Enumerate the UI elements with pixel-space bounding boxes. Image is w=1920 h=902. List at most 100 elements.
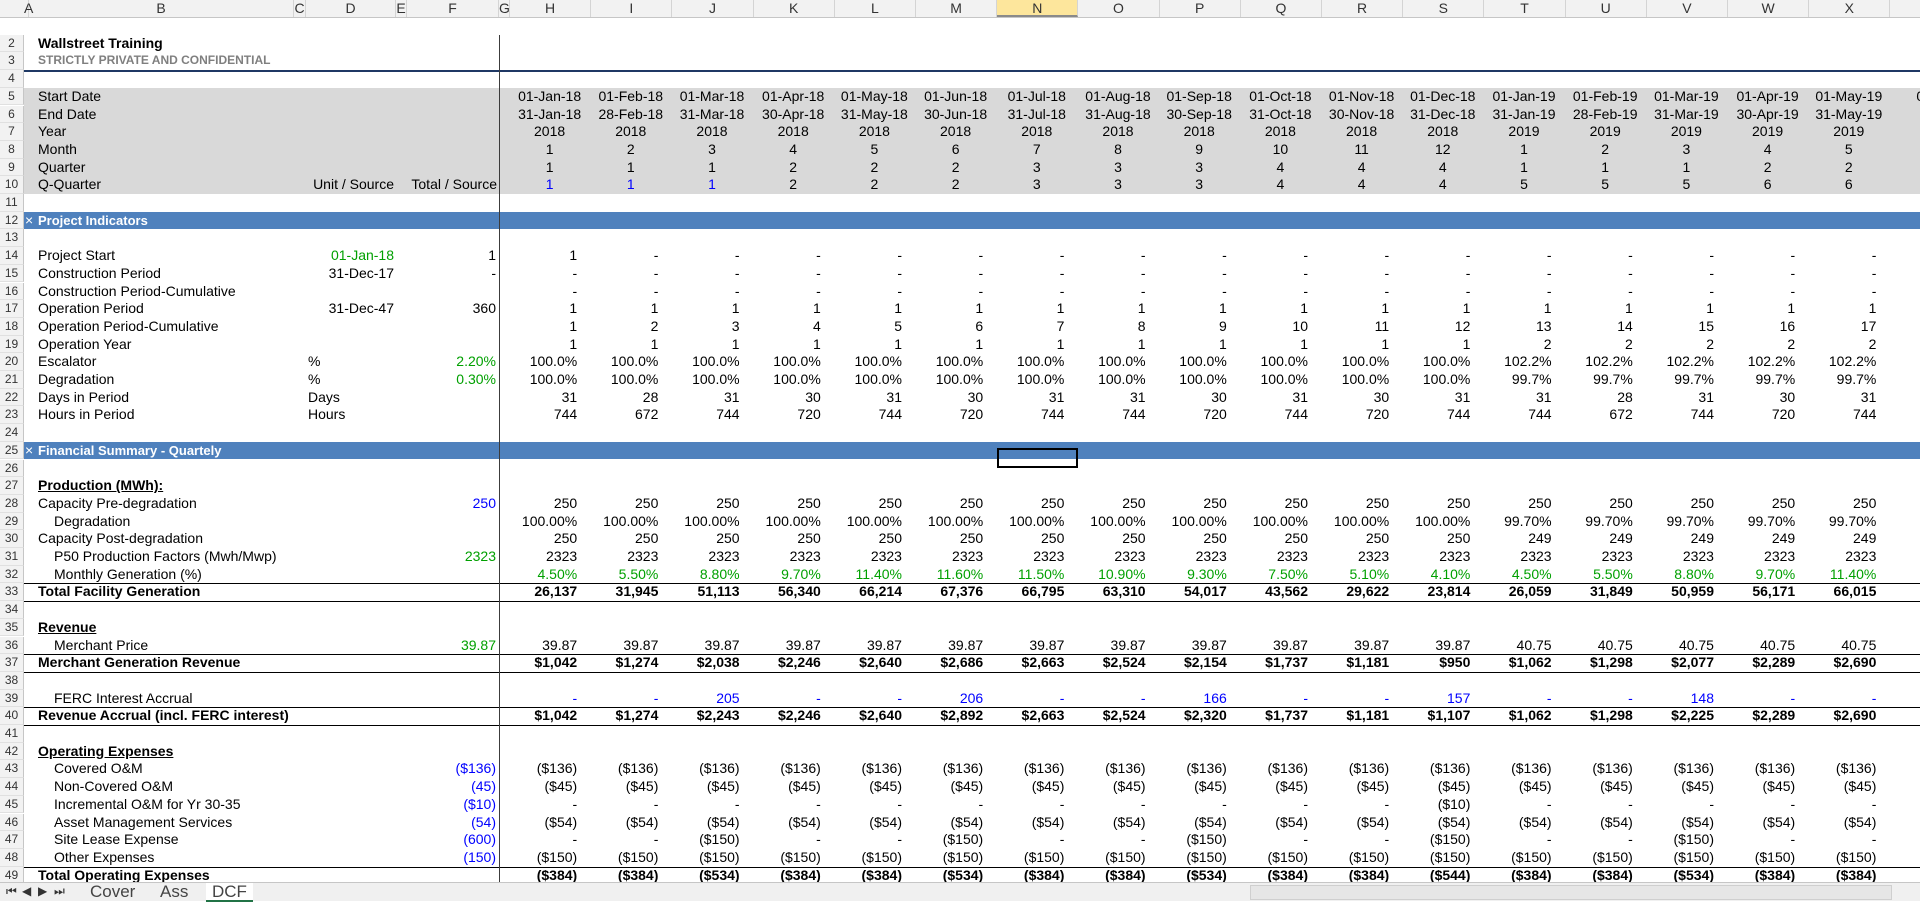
timeline-cell[interactable]: 6 bbox=[951, 140, 960, 157]
indicator-value[interactable]: - bbox=[1222, 247, 1227, 264]
production-value[interactable]: 5.10% bbox=[1349, 565, 1390, 582]
timeline-cell[interactable]: 30- bbox=[1890, 106, 1920, 124]
opex-value[interactable]: ($136) bbox=[1754, 760, 1796, 777]
indicator-value[interactable]: 100.0% bbox=[1260, 371, 1308, 387]
indicator-value[interactable]: 100.0% bbox=[1016, 353, 1065, 370]
timeline-cell[interactable]: 31-Dec-18 bbox=[1410, 105, 1476, 122]
indicator-value[interactable]: - bbox=[572, 282, 578, 299]
timeline-cell[interactable]: 30-Nov-18 bbox=[1328, 105, 1395, 122]
revenue-value[interactable]: 39.87 bbox=[785, 636, 821, 653]
production-value[interactable]: 67,376 bbox=[940, 583, 984, 600]
opex-input[interactable]: (54) bbox=[471, 813, 496, 830]
opex-value[interactable]: ($150) bbox=[1511, 848, 1552, 865]
opex-value[interactable]: ($384) bbox=[1348, 866, 1390, 882]
opex-value[interactable]: ($45) bbox=[544, 778, 578, 795]
production-value[interactable]: 99.70% bbox=[1828, 512, 1877, 529]
timeline-cell[interactable]: 7 bbox=[1032, 140, 1041, 157]
revenue-value[interactable]: $2,225 bbox=[1671, 707, 1714, 724]
production-value[interactable]: 250 bbox=[1122, 530, 1146, 547]
production-value[interactable]: 2323 bbox=[546, 548, 578, 564]
production-value[interactable]: 26,059 bbox=[1508, 583, 1552, 600]
indicator-value[interactable]: 102.2% bbox=[1504, 353, 1552, 370]
indicator-value[interactable]: 30 bbox=[1211, 388, 1227, 405]
ferc-value[interactable]: - bbox=[1628, 689, 1633, 706]
opex-value[interactable]: - bbox=[1384, 795, 1390, 812]
timeline-cell[interactable] bbox=[1890, 123, 1920, 141]
revenue-value[interactable]: 40.75 bbox=[1760, 636, 1796, 653]
indicator-value[interactable]: 720 bbox=[1771, 406, 1796, 423]
production-value[interactable]: 11.40% bbox=[855, 565, 902, 582]
opex-value[interactable]: ($136) bbox=[1023, 760, 1065, 777]
indicator-value[interactable]: 100.0% bbox=[1098, 353, 1146, 370]
opex-value[interactable]: ($150) bbox=[1429, 831, 1471, 848]
row-header[interactable]: 27 bbox=[0, 477, 24, 495]
revenue-value[interactable]: $1,062 bbox=[1508, 707, 1552, 724]
production-value[interactable]: 250 bbox=[1447, 494, 1471, 511]
opex-value[interactable]: - bbox=[1628, 831, 1633, 848]
opex-value[interactable]: - bbox=[1871, 831, 1877, 848]
production-value[interactable]: 99.70% bbox=[1666, 512, 1714, 529]
indicator-value[interactable]: 1 bbox=[812, 300, 821, 317]
production-value[interactable]: 249 bbox=[1609, 530, 1633, 547]
production-value[interactable]: 99.70% bbox=[1504, 512, 1552, 529]
revenue-value[interactable]: $1,737 bbox=[1265, 707, 1308, 724]
ferc-value[interactable]: 206 bbox=[959, 689, 984, 706]
production-value[interactable]: 11.60% bbox=[936, 565, 984, 582]
indicator-value[interactable]: 3 bbox=[731, 317, 740, 334]
indicator-value[interactable]: 31 bbox=[1048, 388, 1065, 405]
column-header-q[interactable]: Q bbox=[1241, 0, 1322, 17]
indicator-value[interactable]: 13 bbox=[1536, 317, 1552, 334]
column-header-u[interactable]: U bbox=[1566, 0, 1647, 17]
opex-value[interactable]: ($45) bbox=[1518, 778, 1552, 795]
row-header[interactable]: 47 bbox=[0, 831, 24, 849]
production-value[interactable]: 250 bbox=[878, 494, 902, 511]
indicator-value[interactable]: 30 bbox=[967, 388, 984, 405]
production-value[interactable]: 250 bbox=[635, 494, 659, 511]
indicator-value[interactable]: 2 bbox=[1787, 335, 1796, 352]
opex-value[interactable]: ($384) bbox=[1754, 866, 1796, 882]
row-header[interactable]: 41 bbox=[0, 725, 24, 743]
ferc-value[interactable]: - bbox=[1303, 689, 1308, 706]
indicator-value[interactable]: 744 bbox=[1041, 406, 1065, 423]
timeline-cell[interactable]: 4 bbox=[1438, 176, 1447, 193]
timeline-cell[interactable]: 01-Jun-18 bbox=[924, 87, 988, 104]
opex-value[interactable]: - bbox=[1790, 795, 1796, 812]
opex-value[interactable]: - bbox=[1140, 831, 1146, 848]
indicator-value[interactable]: 31 bbox=[1860, 388, 1877, 405]
indicator-total[interactable]: - bbox=[491, 264, 496, 281]
opex-value[interactable]: ($54) bbox=[950, 813, 984, 830]
row-header[interactable]: 3 bbox=[0, 52, 24, 71]
production-value[interactable]: 100.00% bbox=[684, 512, 740, 529]
ferc-value[interactable]: - bbox=[1140, 689, 1146, 706]
revenue-value[interactable]: 39.87 bbox=[542, 636, 578, 653]
revenue-value[interactable]: $2,640 bbox=[859, 707, 902, 724]
production-value[interactable]: 100.00% bbox=[521, 512, 578, 529]
row-header[interactable]: 28 bbox=[0, 494, 24, 513]
indicator-value[interactable]: 102.2% bbox=[1666, 353, 1714, 370]
production-value[interactable]: 5.50% bbox=[618, 565, 659, 582]
timeline-cell[interactable]: 2018 bbox=[1346, 123, 1378, 140]
opex-value[interactable]: ($384) bbox=[617, 866, 659, 882]
production-value[interactable]: 100.00% bbox=[846, 512, 902, 529]
timeline-cell[interactable]: 2019 bbox=[1833, 123, 1865, 140]
opex-value[interactable]: ($136) bbox=[942, 760, 984, 777]
row-header[interactable]: 44 bbox=[0, 778, 24, 796]
opex-value[interactable]: ($54) bbox=[1356, 813, 1390, 830]
tab-cover[interactable]: Cover bbox=[90, 882, 136, 901]
opex-value[interactable]: ($534) bbox=[1673, 866, 1714, 882]
production-input[interactable]: 250 bbox=[472, 494, 496, 511]
indicator-value[interactable]: - bbox=[1871, 264, 1877, 281]
production-value[interactable]: 250 bbox=[1203, 530, 1227, 547]
opex-value[interactable]: ($54) bbox=[1518, 813, 1552, 830]
timeline-cell[interactable]: 2 bbox=[951, 158, 960, 175]
indicator-total[interactable]: 2.20% bbox=[456, 353, 496, 370]
opex-value[interactable]: ($136) bbox=[1592, 760, 1633, 777]
timeline-cell[interactable]: 2018 bbox=[1427, 123, 1459, 140]
revenue-value[interactable]: 39.87 bbox=[1191, 636, 1227, 653]
production-value[interactable]: 250 bbox=[716, 494, 740, 511]
indicator-value[interactable]: - bbox=[1140, 247, 1146, 264]
production-value[interactable]: 50,959 bbox=[1671, 583, 1714, 600]
indicator-total[interactable]: 0.30% bbox=[456, 371, 496, 387]
opex-value[interactable]: ($384) bbox=[780, 866, 821, 882]
production-value[interactable]: 250 bbox=[716, 530, 740, 547]
